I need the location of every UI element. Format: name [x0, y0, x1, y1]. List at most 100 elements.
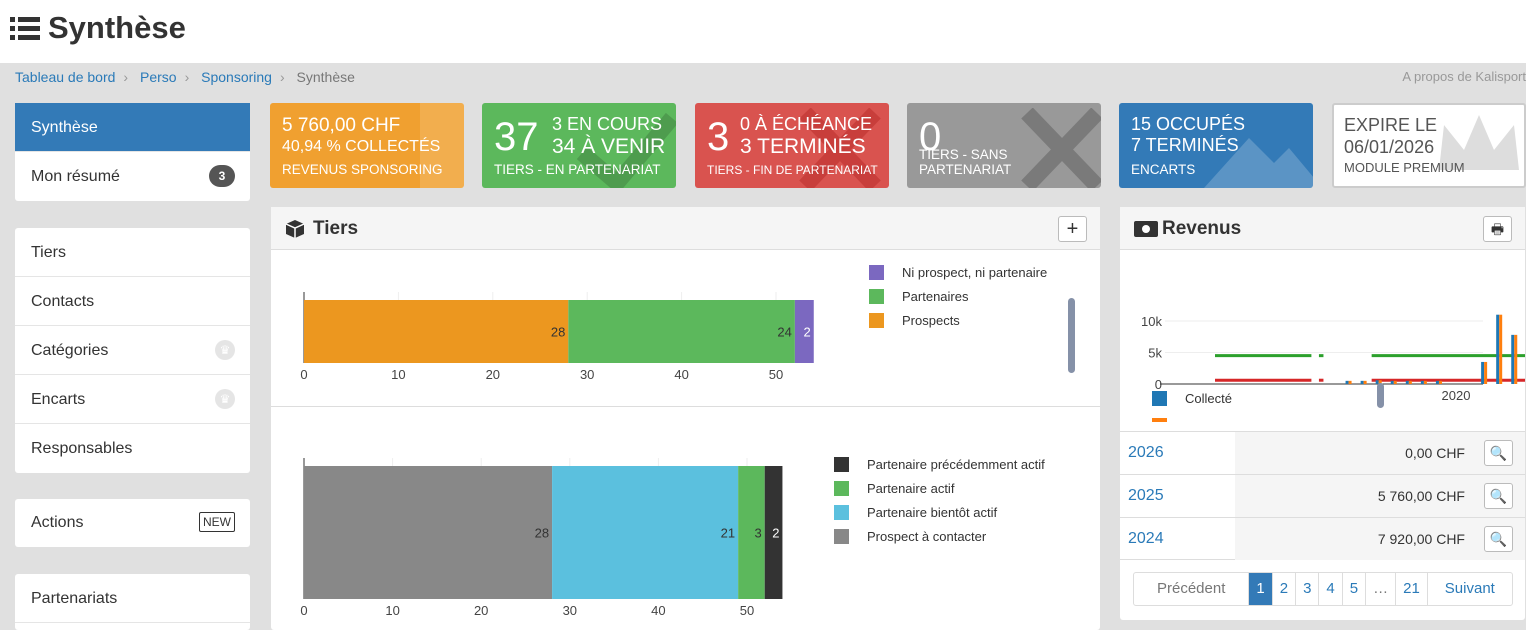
- legend-swatch: [834, 457, 849, 472]
- sidebar-item-actions[interactable]: Actions NEW: [15, 499, 250, 547]
- bar-segment: [304, 466, 553, 599]
- page-4[interactable]: 4: [1318, 573, 1341, 605]
- sidebar-item-encarts[interactable]: Encarts ♛: [15, 375, 250, 424]
- legend-label: Prospect à contacter: [867, 529, 987, 544]
- bar: [1348, 380, 1352, 384]
- page-3[interactable]: 3: [1295, 573, 1318, 605]
- x-tick-label: 30: [563, 603, 577, 618]
- page-21[interactable]: 21: [1395, 573, 1427, 605]
- data-label: 21: [721, 526, 735, 541]
- bar-segment: [568, 300, 795, 363]
- x-tick-label: 10: [385, 603, 399, 618]
- card-number: 3: [707, 115, 730, 159]
- page-2[interactable]: 2: [1271, 573, 1295, 605]
- legend-label: Prospects: [902, 313, 960, 328]
- legend-swatch: [1152, 418, 1167, 422]
- card-revenus-sponsoring[interactable]: 5 760,00 CHF 40,94 % COLLECTÉS REVENUS S…: [270, 103, 464, 188]
- label: Partenariats: [31, 590, 118, 607]
- breadcrumb-current: Synthèse: [296, 69, 355, 85]
- bar: [1435, 380, 1439, 384]
- list-icon[interactable]: [10, 16, 40, 42]
- card-subvalue: 40,94 % COLLECTÉS: [282, 138, 441, 155]
- previous-button[interactable]: Précédent: [1157, 580, 1226, 597]
- y-tick-label: 5k: [1148, 346, 1162, 361]
- x-tick-label: 20: [486, 367, 500, 382]
- card-label: ENCARTS: [1131, 162, 1196, 177]
- money-icon: [1134, 221, 1158, 237]
- legend-scrollbar[interactable]: [1377, 383, 1384, 408]
- card-label: MODULE PREMIUM: [1344, 160, 1465, 175]
- card-module-premium[interactable]: EXPIRE LE 06/01/2026 MODULE PREMIUM: [1332, 103, 1526, 188]
- legend-label: Ni prospect, ni partenaire: [902, 265, 1047, 280]
- bar-segment: [764, 466, 783, 599]
- bar-segment: [304, 300, 569, 363]
- year-link[interactable]: 2025: [1128, 487, 1164, 504]
- breadcrumb: Tableau de bord › Perso › Sponsoring › Synt…: [15, 69, 355, 85]
- x-tick-label: 40: [651, 603, 665, 618]
- y-tick-label: 0: [1155, 377, 1162, 392]
- zoom-in-icon[interactable]: 🔍: [1484, 526, 1513, 552]
- page-5[interactable]: 5: [1341, 573, 1365, 605]
- sidebar-group-4: Partenariats: [15, 574, 250, 630]
- card-sans-partenariat[interactable]: 0 TIERS - SANS PARTENARIAT: [907, 103, 1101, 188]
- x-tick-label: 20: [474, 603, 488, 618]
- sidebar-item-mon-resume[interactable]: Mon résumé 3: [15, 152, 250, 201]
- label: Actions: [31, 514, 84, 531]
- bar: [1360, 380, 1364, 384]
- page-header: Synthèse: [0, 0, 1526, 63]
- card-value: 5 760,00 CHF: [282, 115, 401, 136]
- tiers-panel: Tiers + 0 10 20 30 40 50 28 24 2 Ni prospect, ni …: [271, 207, 1100, 630]
- data-label: 28: [551, 325, 565, 340]
- revenus-chart: 0 5k 10k 2020 Collecté: [1141, 314, 1525, 422]
- zoom-in-icon[interactable]: 🔍: [1484, 483, 1513, 509]
- legend-scrollbar[interactable]: [1068, 298, 1075, 373]
- card-number: 37: [494, 115, 539, 159]
- bar: [1345, 380, 1349, 384]
- tiers-status-chart: 0 10 20 30 40 50 28 21 3 2 Partenaire précédemment…: [300, 457, 1045, 618]
- year-link[interactable]: 2024: [1128, 530, 1164, 547]
- card-fin-partenariat[interactable]: 3 0 À ÉCHÉANCE 3 TERMINÉS TIERS - FIN DE…: [695, 103, 889, 188]
- revenus-row: 2024 7 920,00 CHF 🔍: [1120, 517, 1525, 560]
- sidebar-item-categories[interactable]: Catégories ♛: [15, 326, 250, 375]
- sidebar-group-2: Tiers Contacts Catégories ♛ Encarts ♛ Resp…: [15, 228, 250, 473]
- breadcrumb-perso[interactable]: Perso: [139, 69, 177, 85]
- page-1[interactable]: 1: [1248, 573, 1272, 605]
- sidebar-item-tiers[interactable]: Tiers: [15, 228, 250, 277]
- legend-label: Partenaire actif: [867, 481, 955, 496]
- bar: [1363, 380, 1367, 384]
- about-link[interactable]: A propos de Kalisport: [1402, 69, 1526, 84]
- card-line2: 34 À VENIR: [552, 135, 666, 158]
- legend-swatch: [869, 313, 884, 328]
- bar: [1438, 380, 1442, 384]
- year-link[interactable]: 2026: [1128, 444, 1164, 461]
- card-encarts[interactable]: 15 OCCUPÉS 7 TERMINÉS ENCARTS: [1119, 103, 1313, 188]
- legend-label: Partenaire bientôt actif: [867, 505, 997, 520]
- label: Tiers: [31, 244, 66, 261]
- sidebar-item-responsables[interactable]: Responsables: [15, 424, 250, 473]
- next-button[interactable]: Suivant: [1426, 573, 1512, 605]
- label: Mon résumé: [31, 168, 120, 185]
- breadcrumb-dashboard[interactable]: Tableau de bord: [15, 69, 116, 85]
- card-label: TIERS - FIN DE PARTENARIAT: [707, 163, 878, 177]
- amount: 0,00 CHF: [1235, 432, 1525, 474]
- sidebar-group-1: Synthèse Mon résumé 3: [15, 103, 250, 201]
- tiers-type-chart: 0 10 20 30 40 50 28 24 2 Ni prospect, ni partenai…: [300, 265, 1075, 382]
- x-tick-label: 50: [769, 367, 783, 382]
- breadcrumb-sponsoring[interactable]: Sponsoring: [201, 69, 272, 85]
- revenus-panel: Revenus 🖶 0 5k 10k 2020 Collecté 2026 0,00 CH…: [1120, 207, 1525, 620]
- bar: [1420, 380, 1424, 384]
- zoom-in-icon[interactable]: 🔍: [1484, 440, 1513, 466]
- card-en-partenariat[interactable]: 37 3 EN COURS 34 À VENIR TIERS - EN PART…: [482, 103, 676, 188]
- add-button[interactable]: +: [1058, 216, 1087, 242]
- card-line1: 0 À ÉCHÉANCE: [740, 114, 873, 134]
- print-icon[interactable]: 🖶: [1483, 216, 1512, 242]
- x-tick-label: 0: [300, 367, 307, 382]
- sidebar-item-partenariats[interactable]: Partenariats: [15, 574, 250, 623]
- new-tag: NEW: [199, 512, 235, 532]
- sidebar-item-synthese[interactable]: Synthèse: [15, 103, 250, 152]
- sidebar-item-contacts[interactable]: Contacts: [15, 277, 250, 326]
- bar: [1375, 380, 1379, 384]
- revenus-row: 2025 5 760,00 CHF 🔍: [1120, 474, 1525, 517]
- legend-label: Collecté: [1185, 391, 1232, 406]
- count-badge: 3: [209, 165, 235, 187]
